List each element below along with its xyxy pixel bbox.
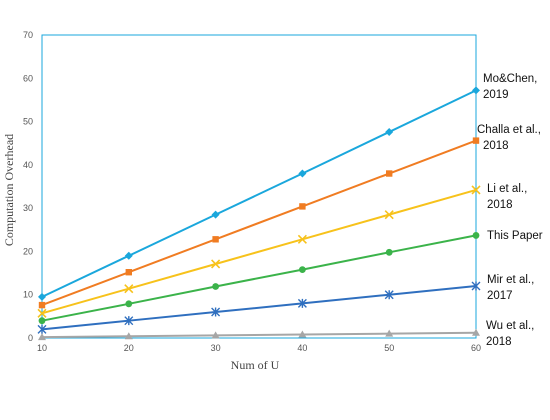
series-line bbox=[41, 285, 477, 331]
data-point-marker bbox=[472, 232, 480, 239]
plot-frame bbox=[41, 34, 477, 339]
data-point-marker bbox=[38, 292, 46, 301]
y-tick-label: 30 bbox=[23, 203, 33, 213]
data-point-marker bbox=[299, 266, 306, 274]
series-0 bbox=[38, 86, 480, 301]
legend-label: 2017 bbox=[487, 290, 513, 302]
legend-label: 2019 bbox=[483, 89, 509, 101]
data-point-marker bbox=[124, 251, 133, 260]
data-point-marker bbox=[124, 316, 134, 326]
data-point-marker bbox=[37, 324, 47, 334]
x-tick-label: 10 bbox=[37, 343, 47, 353]
data-point-marker bbox=[211, 307, 221, 317]
series-line bbox=[41, 234, 477, 322]
data-point-marker bbox=[472, 86, 480, 95]
x-axis-ticks: 10 20 30 40 50 60 bbox=[37, 343, 481, 353]
x-tick-label: 20 bbox=[124, 343, 134, 353]
data-point-marker bbox=[125, 269, 132, 276]
data-point-marker bbox=[298, 330, 307, 338]
data-point-marker bbox=[211, 259, 221, 269]
legend-label: Li et al., bbox=[487, 183, 527, 195]
legend-label: Challa et al., bbox=[477, 124, 541, 136]
data-point-marker bbox=[384, 290, 394, 300]
data-point-marker bbox=[385, 127, 394, 136]
x-axis-title: Num of U bbox=[231, 358, 280, 372]
data-point-marker bbox=[386, 170, 393, 177]
x-tick-label: 40 bbox=[297, 343, 307, 353]
legend-label: 2018 bbox=[487, 199, 513, 211]
data-point-marker bbox=[297, 234, 307, 244]
series-line bbox=[41, 331, 477, 339]
series-line bbox=[41, 189, 477, 315]
data-point-marker bbox=[472, 137, 480, 144]
data-point-marker bbox=[125, 300, 133, 308]
series-layer bbox=[37, 86, 481, 341]
series-4 bbox=[37, 281, 481, 334]
data-point-marker bbox=[38, 317, 46, 325]
data-point-marker bbox=[471, 185, 481, 195]
data-point-marker bbox=[385, 329, 394, 337]
y-tick-label: 60 bbox=[23, 73, 33, 83]
data-point-marker bbox=[299, 203, 306, 210]
x-tick-label: 30 bbox=[211, 343, 221, 353]
series-1 bbox=[38, 137, 480, 309]
legend-label: 2018 bbox=[483, 140, 509, 152]
data-point-marker bbox=[211, 331, 220, 339]
data-point-marker bbox=[385, 248, 393, 256]
legend-label: Mir et al., bbox=[487, 274, 534, 286]
x-tick-label: 60 bbox=[471, 343, 481, 353]
data-point-marker bbox=[38, 333, 46, 341]
y-tick-label: 10 bbox=[23, 290, 33, 300]
data-point-marker bbox=[212, 283, 220, 290]
data-point-marker bbox=[298, 169, 307, 178]
series-line bbox=[41, 89, 477, 298]
legend-label: Wu et al., bbox=[486, 320, 534, 332]
data-point-marker bbox=[471, 281, 481, 291]
series-2 bbox=[37, 185, 481, 318]
data-point-marker bbox=[297, 298, 307, 308]
series-line bbox=[41, 139, 477, 307]
y-tick-label: 50 bbox=[23, 117, 33, 127]
y-axis-ticks: 0 10 20 30 40 50 60 70 bbox=[23, 30, 33, 343]
data-point-marker bbox=[124, 284, 134, 294]
y-axis-title: Computation Overhead bbox=[2, 134, 16, 246]
data-point-marker bbox=[38, 301, 46, 309]
legend-label: 2018 bbox=[486, 336, 512, 348]
y-tick-label: 40 bbox=[23, 160, 33, 170]
data-point-marker bbox=[384, 210, 394, 220]
data-point-marker bbox=[212, 236, 219, 243]
x-tick-label: 50 bbox=[384, 343, 394, 353]
data-point-marker bbox=[37, 308, 47, 318]
data-point-marker bbox=[124, 332, 133, 340]
y-tick-label: 70 bbox=[23, 30, 33, 40]
legend: Mo&Chen, 2019 Challa et al., 2018 Li et al.,… bbox=[477, 73, 543, 348]
y-tick-label: 0 bbox=[28, 333, 33, 343]
series-3 bbox=[38, 232, 480, 325]
data-point-marker bbox=[211, 210, 220, 219]
y-tick-label: 20 bbox=[23, 246, 33, 256]
data-point-marker bbox=[472, 328, 480, 336]
legend-label: This Paper bbox=[487, 230, 543, 242]
series-5 bbox=[38, 328, 480, 341]
legend-label: Mo&Chen, bbox=[483, 73, 537, 85]
